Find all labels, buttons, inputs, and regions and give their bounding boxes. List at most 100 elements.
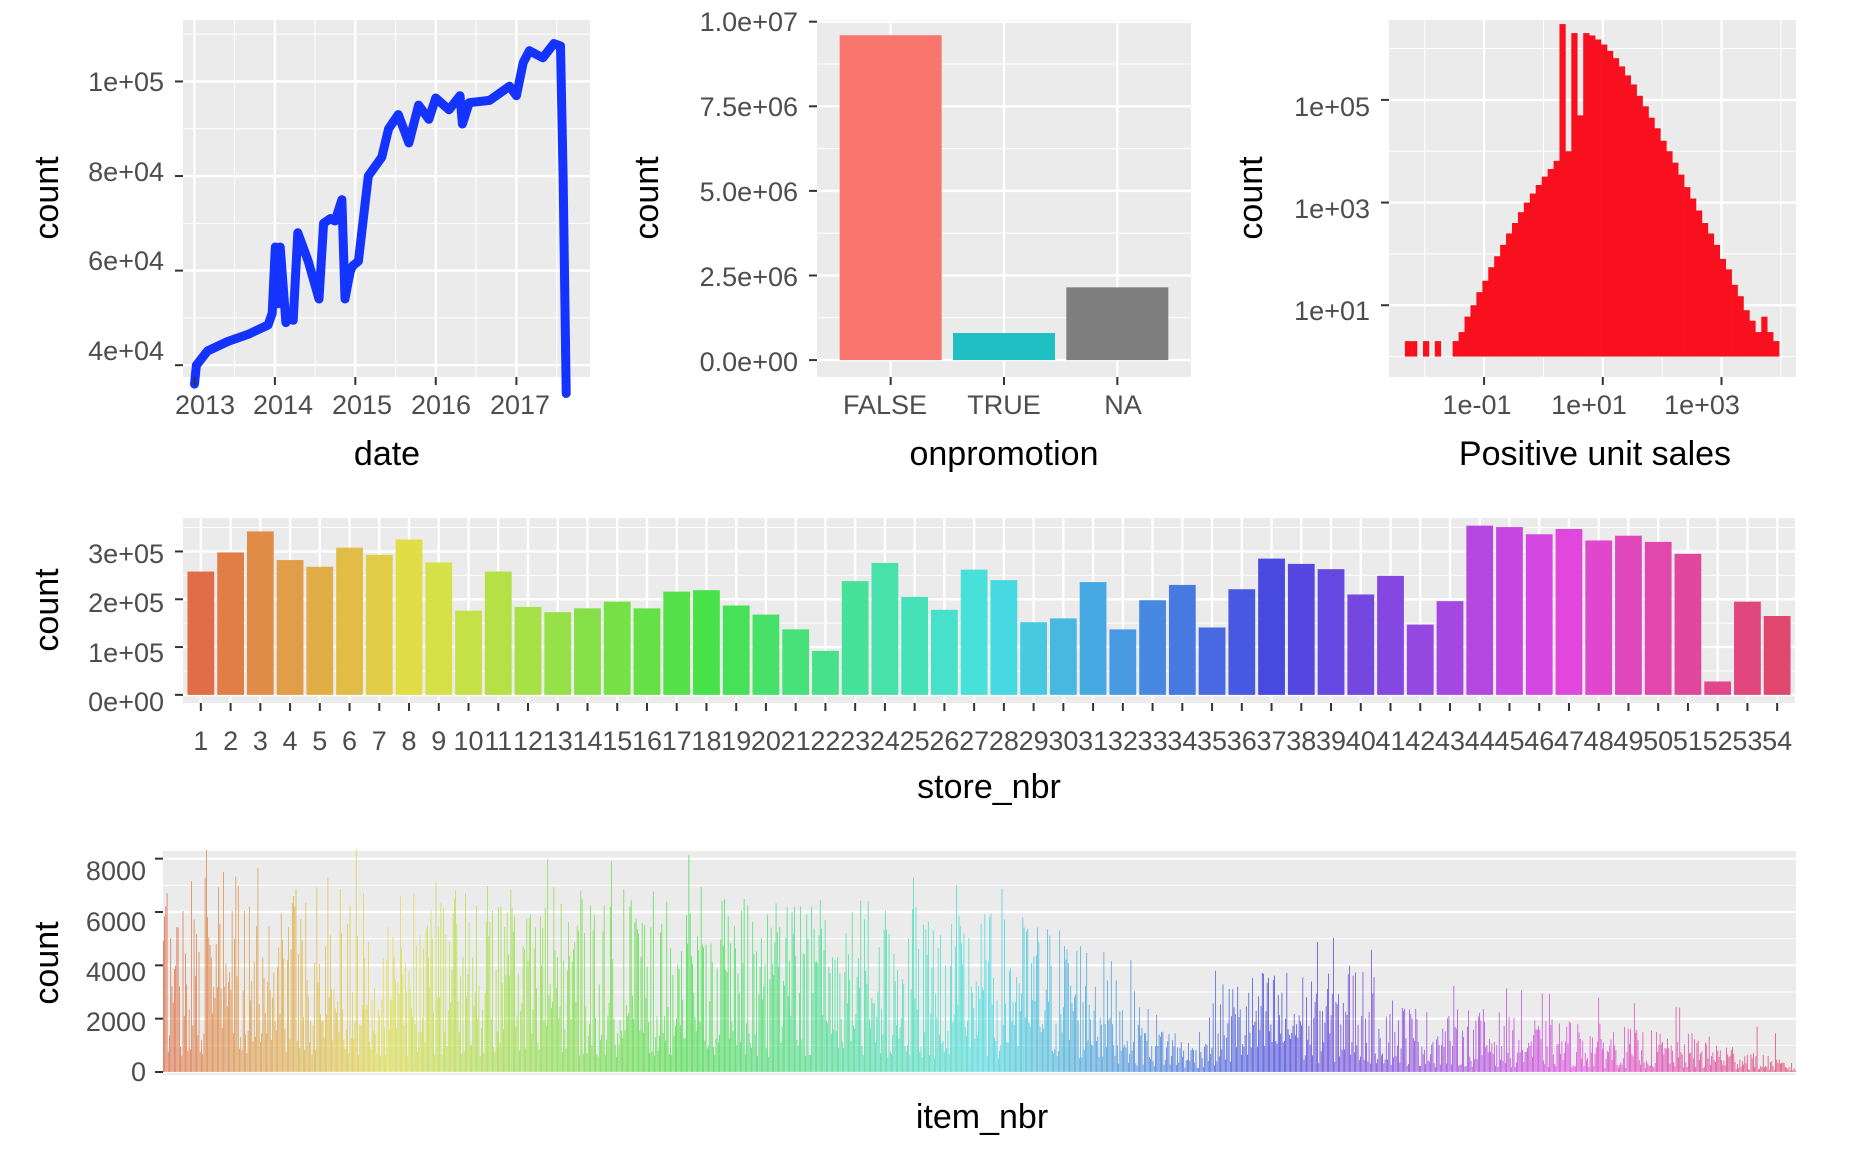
item-bar xyxy=(810,1055,811,1072)
item-bar xyxy=(307,997,309,1072)
histogram-bar xyxy=(1411,341,1418,357)
histogram-bar xyxy=(1737,296,1744,357)
item-bar xyxy=(1201,1058,1203,1072)
item-bar xyxy=(1308,1026,1310,1072)
item-bar xyxy=(1303,1059,1305,1072)
item-bar xyxy=(1409,1009,1410,1072)
item-bar xyxy=(305,902,307,1072)
item-bar xyxy=(1393,1057,1395,1072)
item-bar xyxy=(1702,1068,1704,1072)
item-bar xyxy=(1468,1010,1469,1072)
item-bar xyxy=(1148,1057,1150,1072)
item-bar xyxy=(327,877,329,1072)
item-bar xyxy=(1764,1067,1765,1072)
item-bar xyxy=(1028,1022,1030,1072)
item-bar xyxy=(1081,1057,1083,1072)
item-bar xyxy=(1638,1060,1640,1072)
item-bar xyxy=(1743,1064,1744,1072)
y-tick-label: 0 xyxy=(131,1057,146,1087)
item-bar xyxy=(298,954,299,1072)
item-bar xyxy=(164,916,165,1072)
item-bar xyxy=(183,1015,185,1072)
item-bar xyxy=(468,923,470,1072)
item-bar xyxy=(282,939,283,1072)
panel-date-series-line xyxy=(190,39,571,398)
item-bar xyxy=(1253,1025,1255,1072)
x-tick-label: 27 xyxy=(959,726,989,756)
item-bar xyxy=(1653,1067,1655,1072)
item-bar xyxy=(229,972,231,1072)
item-bar xyxy=(1594,1053,1596,1072)
x-tick-label: 52 xyxy=(1703,726,1733,756)
item-bar xyxy=(770,927,772,1072)
item-bar xyxy=(1351,1042,1353,1072)
item-bar xyxy=(289,1039,291,1072)
item-bar xyxy=(520,1011,522,1072)
item-bar xyxy=(592,930,594,1072)
item-bar xyxy=(861,1045,863,1072)
item-bar xyxy=(1103,952,1105,1072)
item-bar xyxy=(1258,996,1259,1072)
bar-store-6 xyxy=(336,547,363,695)
x-tick-label: TRUE xyxy=(967,390,1041,420)
item-bar xyxy=(554,950,556,1072)
item-bar xyxy=(1187,1059,1188,1072)
item-bar xyxy=(807,938,809,1072)
item-bar xyxy=(1771,1061,1773,1072)
item-bar xyxy=(580,890,582,1072)
item-bar xyxy=(1307,1039,1309,1072)
item-bar xyxy=(218,887,220,1072)
item-bar xyxy=(1583,1066,1585,1072)
item-bar xyxy=(1390,1064,1392,1072)
histogram-bar xyxy=(1577,115,1584,357)
item-bar xyxy=(634,922,636,1072)
item-bar xyxy=(1508,1016,1510,1072)
item-bar xyxy=(1775,1033,1776,1072)
item-bar xyxy=(1686,1067,1688,1072)
item-bar xyxy=(709,1001,711,1072)
item-bar xyxy=(220,988,222,1072)
item-bar xyxy=(314,962,315,1072)
item-bar xyxy=(1268,977,1269,1072)
item-bar xyxy=(192,1025,194,1072)
item-bar xyxy=(1302,977,1304,1072)
item-bar xyxy=(1054,1049,1056,1072)
item-bar xyxy=(1298,1015,1300,1072)
item-bar xyxy=(1260,1006,1262,1072)
item-bar xyxy=(967,1020,968,1072)
item-bar xyxy=(1770,1062,1771,1072)
item-bar xyxy=(1249,1032,1251,1072)
item-bar xyxy=(1408,1063,1409,1072)
item-bar xyxy=(550,1008,552,1072)
item-bar xyxy=(264,1013,266,1072)
item-bar xyxy=(942,1040,944,1072)
item-bar xyxy=(1130,960,1132,1072)
panel-date-grid xyxy=(183,20,590,413)
item-bar xyxy=(665,1040,666,1072)
item-bar xyxy=(886,929,887,1072)
item-bar xyxy=(1452,1045,1453,1072)
item-bar xyxy=(1006,1042,1008,1072)
item-bar xyxy=(1507,1053,1509,1072)
item-bar xyxy=(1668,1047,1670,1072)
item-bar xyxy=(834,959,836,1072)
item-bar xyxy=(226,1006,228,1072)
histogram-bar xyxy=(1535,184,1542,357)
item-bar xyxy=(964,1027,966,1072)
x-tick-label: 4 xyxy=(283,726,298,756)
item-bar xyxy=(419,935,421,1072)
item-bar xyxy=(1555,1066,1557,1072)
item-bar xyxy=(946,1048,948,1072)
item-bar xyxy=(758,994,760,1072)
item-bar xyxy=(316,887,318,1072)
item-bar xyxy=(687,943,689,1072)
item-bar xyxy=(789,960,790,1072)
item-bar xyxy=(679,1025,681,1072)
y-tick-label: 7.5e+06 xyxy=(700,92,798,122)
item-bar xyxy=(1433,1063,1435,1072)
item-bar xyxy=(638,933,639,1072)
histogram-bar xyxy=(1701,222,1709,357)
item-bar xyxy=(1514,1067,1516,1072)
item-bar xyxy=(562,1051,563,1072)
item-bar xyxy=(1136,1065,1138,1072)
